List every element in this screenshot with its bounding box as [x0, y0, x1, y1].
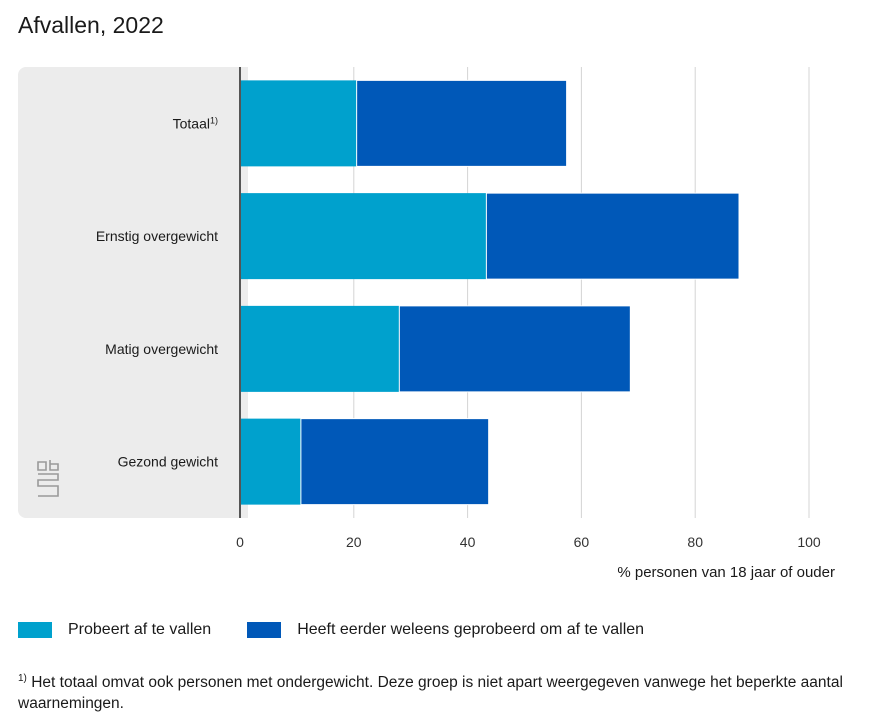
- bar-chart: 0 20 40 60 80 100 Totaal1) Ernstig overgewicht…: [18, 67, 835, 581]
- legend-swatch-probeert: [18, 622, 52, 638]
- x-tick-label-40: 40: [460, 534, 476, 550]
- bar-eerder-2: [398, 305, 631, 393]
- footnote-text: Het totaal omvat ook personen met onderg…: [18, 674, 843, 713]
- x-tick-label-80: 80: [687, 534, 703, 550]
- cbs-logo-icon: [37, 460, 59, 497]
- x-tick-label-60: 60: [574, 534, 590, 550]
- bar-eerder-1: [485, 192, 740, 280]
- footnote: 1) Het totaal omvat ook personen met ond…: [18, 668, 848, 714]
- legend-item-eerder: Heeft eerder weleens geprobeerd om af te…: [247, 621, 644, 639]
- x-tick-label-0: 0: [236, 534, 244, 550]
- bar-probeert-1: [240, 193, 487, 280]
- legend-label-probeert: Probeert af te vallen: [68, 621, 212, 638]
- category-label-2: Matig overgewicht: [105, 341, 218, 357]
- legend-swatch-eerder: [247, 622, 282, 638]
- bar-probeert-3: [240, 418, 301, 505]
- bar-eerder-0: [356, 79, 568, 167]
- legend-item-probeert: Probeert af te vallen: [18, 621, 211, 639]
- bar-eerder-3: [300, 418, 490, 506]
- category-panel: [18, 67, 248, 518]
- x-tick-label-100: 100: [797, 534, 821, 550]
- legend: Probeert af te vallen Heeft eerder welee…: [18, 621, 680, 639]
- bar-probeert-2: [240, 305, 400, 392]
- category-label-3: Gezond gewicht: [118, 454, 219, 470]
- bar-probeert-0: [240, 80, 357, 167]
- legend-label-eerder: Heeft eerder weleens geprobeerd om af te…: [297, 621, 645, 638]
- x-axis-label: % personen van 18 jaar of ouder: [617, 564, 835, 581]
- x-tick-label-20: 20: [346, 534, 362, 550]
- footnote-marker: 1): [18, 673, 27, 684]
- category-label-1: Ernstig overgewicht: [96, 228, 218, 244]
- chart-title: Afvallen, 2022: [18, 12, 164, 38]
- category-label-0: Totaal1): [173, 115, 218, 131]
